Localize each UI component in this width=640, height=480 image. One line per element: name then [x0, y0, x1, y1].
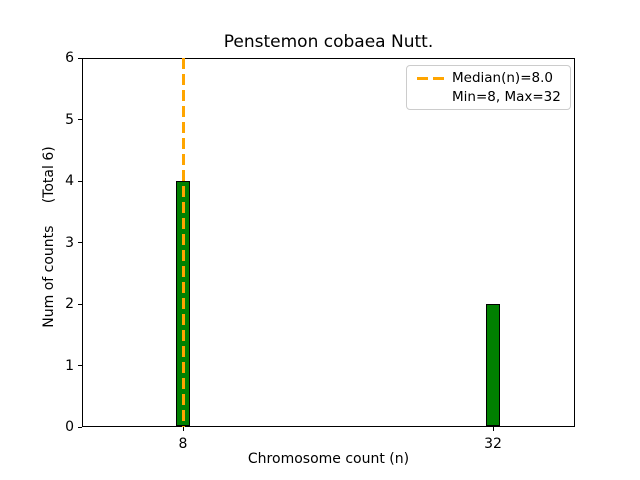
- legend-label-median: Median(n)=8.0: [452, 70, 553, 86]
- legend-empty-handle: [417, 96, 444, 99]
- y-tick-label: 6: [65, 50, 74, 66]
- chart-title: Penstemon cobaea Nutt.: [223, 32, 434, 52]
- y-tick-mark: [78, 242, 82, 243]
- x-tick-label: 8: [178, 436, 188, 452]
- x-tick-label: 32: [484, 436, 502, 452]
- legend: Median(n)=8.0 Min=8, Max=32: [406, 65, 571, 110]
- bar: [486, 304, 500, 426]
- legend-label-minmax: Min=8, Max=32: [452, 89, 561, 105]
- legend-row-median: Median(n)=8.0: [417, 69, 564, 88]
- y-tick-mark: [78, 180, 82, 182]
- y-tick-mark: [78, 57, 82, 59]
- y-tick-mark: [78, 303, 82, 305]
- y-tick-label: 0: [65, 419, 74, 435]
- y-tick-label: 3: [65, 234, 74, 251]
- y-tick-label: 2: [65, 296, 74, 312]
- legend-row-minmax: Min=8, Max=32: [417, 88, 564, 107]
- median-dashed-line: [181, 58, 185, 427]
- plot-area: [82, 58, 575, 427]
- y-tick-mark: [78, 119, 82, 120]
- median-dashed-line-sample: [417, 77, 444, 80]
- y-tick-label: 4: [65, 173, 74, 189]
- y-tick-mark: [78, 365, 82, 366]
- y-tick-mark: [78, 426, 82, 428]
- x-tick-mark: [182, 427, 184, 431]
- y-tick-label: 1: [65, 357, 74, 374]
- y-tick-label: 5: [65, 111, 74, 128]
- x-tick-mark: [492, 427, 494, 431]
- x-axis-label: Chromosome count (n): [247, 451, 410, 467]
